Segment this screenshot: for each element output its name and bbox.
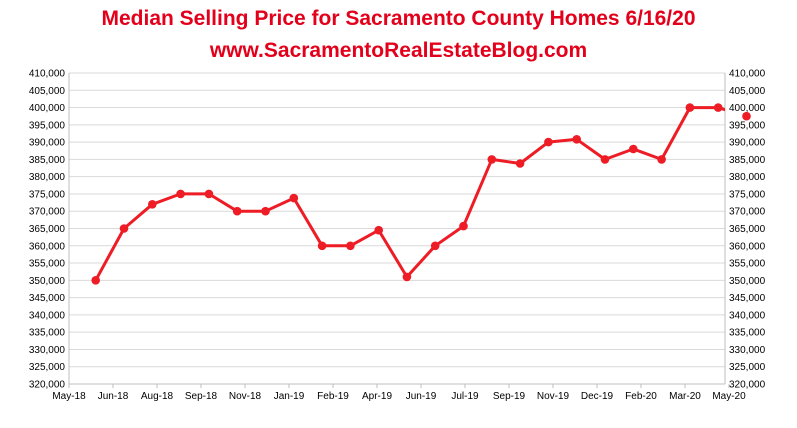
data-point bbox=[148, 200, 157, 209]
y-tick-label-left: 385,000 bbox=[29, 155, 66, 166]
y-axis-right: 320,000 325,000 330,000 335,000 340,000 345,0… bbox=[729, 69, 766, 391]
data-point bbox=[346, 241, 355, 251]
data-point bbox=[713, 103, 723, 112]
data-point bbox=[317, 241, 327, 251]
data-point bbox=[572, 135, 581, 144]
y-tick-label-right: 380,000 bbox=[729, 172, 766, 183]
y-tick-label-left: 400,000 bbox=[29, 103, 66, 114]
y-tick-label-left: 360,000 bbox=[29, 241, 66, 252]
y-tick-label-left: 380,000 bbox=[29, 172, 66, 183]
y-tick-label-right: 370,000 bbox=[729, 207, 766, 218]
x-tick-label: Jun-19 bbox=[406, 391, 437, 402]
y-tick-label-right: 345,000 bbox=[729, 293, 766, 304]
x-tick-label: Aug-18 bbox=[141, 391, 174, 402]
y-tick-label-left: 410,000 bbox=[29, 69, 66, 80]
y-tick-label-right: 385,000 bbox=[729, 155, 766, 166]
x-tick-label: Nov-18 bbox=[229, 391, 262, 402]
data-point bbox=[261, 206, 270, 216]
chart-title: Median Selling Price for Sacramento Coun… bbox=[101, 7, 696, 30]
y-tick-label-right: 375,000 bbox=[729, 189, 766, 200]
y-tick-label-left: 320,000 bbox=[29, 380, 66, 391]
y-tick-label-right: 355,000 bbox=[729, 259, 766, 270]
x-tick-label: May-18 bbox=[52, 391, 86, 402]
y-tick-label-left: 390,000 bbox=[29, 138, 66, 149]
data-point bbox=[430, 241, 440, 251]
y-tick-label-right: 405,000 bbox=[729, 86, 766, 97]
data-point bbox=[629, 144, 638, 154]
data-point bbox=[742, 111, 751, 121]
series bbox=[91, 103, 751, 285]
data-point bbox=[685, 103, 695, 112]
y-tick-label-left: 405,000 bbox=[29, 86, 66, 97]
chart-subtitle: www.SacramentoRealEstateBlog.com bbox=[209, 39, 588, 62]
x-tick-label: Jun-18 bbox=[98, 391, 129, 402]
x-tick-label: Feb-20 bbox=[625, 391, 657, 402]
y-tick-label-right: 400,000 bbox=[729, 103, 766, 114]
data-point bbox=[657, 155, 666, 164]
data-point bbox=[91, 276, 100, 285]
x-tick-label: Dec-19 bbox=[581, 391, 614, 402]
y-tick-label-left: 340,000 bbox=[29, 310, 66, 321]
y-tick-label-right: 410,000 bbox=[729, 69, 766, 80]
y-tick-label-right: 330,000 bbox=[729, 345, 766, 356]
y-axis-left: 320,000 325,000 330,000 335,000 340,000 345,0… bbox=[29, 69, 66, 391]
data-point bbox=[459, 221, 468, 231]
data-point bbox=[402, 272, 412, 282]
y-tick-label-right: 365,000 bbox=[729, 224, 766, 235]
x-tick-label: Apr-19 bbox=[362, 391, 392, 402]
y-tick-label-left: 350,000 bbox=[29, 276, 66, 287]
data-point bbox=[204, 189, 214, 199]
data-point bbox=[119, 224, 129, 233]
x-tick-label: Sep-19 bbox=[493, 391, 526, 402]
y-tick-label-left: 345,000 bbox=[29, 293, 66, 304]
y-tick-label-left: 355,000 bbox=[29, 259, 66, 270]
y-tick-label-right: 325,000 bbox=[729, 362, 766, 373]
y-tick-label-right: 335,000 bbox=[729, 328, 766, 339]
y-tick-label-left: 325,000 bbox=[29, 362, 66, 373]
y-tick-label-left: 365,000 bbox=[29, 224, 66, 235]
y-tick-label-right: 320,000 bbox=[729, 380, 766, 391]
x-tick-label: Nov-19 bbox=[537, 391, 570, 402]
y-tick-label-right: 340,000 bbox=[729, 310, 766, 321]
data-point bbox=[232, 206, 242, 216]
y-tick-label-right: 350,000 bbox=[729, 276, 766, 287]
y-tick-label-right: 395,000 bbox=[729, 120, 766, 131]
x-tick-label: Mar-20 bbox=[669, 391, 701, 402]
y-tick-label-right: 390,000 bbox=[729, 138, 766, 149]
y-tick-label-left: 335,000 bbox=[29, 328, 66, 339]
y-tick-label-left: 330,000 bbox=[29, 345, 66, 356]
y-tick-label-left: 375,000 bbox=[29, 189, 66, 200]
x-tick-label: Sep-18 bbox=[185, 391, 218, 402]
gridlines bbox=[69, 72, 725, 385]
data-point bbox=[515, 159, 525, 168]
y-tick-label-right: 360,000 bbox=[729, 241, 766, 252]
data-point bbox=[374, 225, 384, 235]
data-point bbox=[176, 189, 185, 199]
data-point bbox=[600, 155, 610, 164]
x-tick-label: Feb-19 bbox=[317, 391, 349, 402]
axes bbox=[68, 73, 726, 385]
x-tick-label: Jan-19 bbox=[274, 391, 305, 402]
y-tick-label-left: 370,000 bbox=[29, 207, 66, 218]
data-point bbox=[289, 193, 299, 203]
y-tick-label-left: 395,000 bbox=[29, 120, 66, 131]
x-tick-label: May-20 bbox=[712, 391, 746, 402]
x-tick-label: Jul-19 bbox=[451, 391, 479, 402]
x-axis: May-18 Jun-18 Aug-18 Sep-18 Nov-18 Jan-19 Feb-… bbox=[52, 384, 746, 402]
data-point bbox=[487, 155, 497, 164]
data-point bbox=[544, 137, 553, 147]
